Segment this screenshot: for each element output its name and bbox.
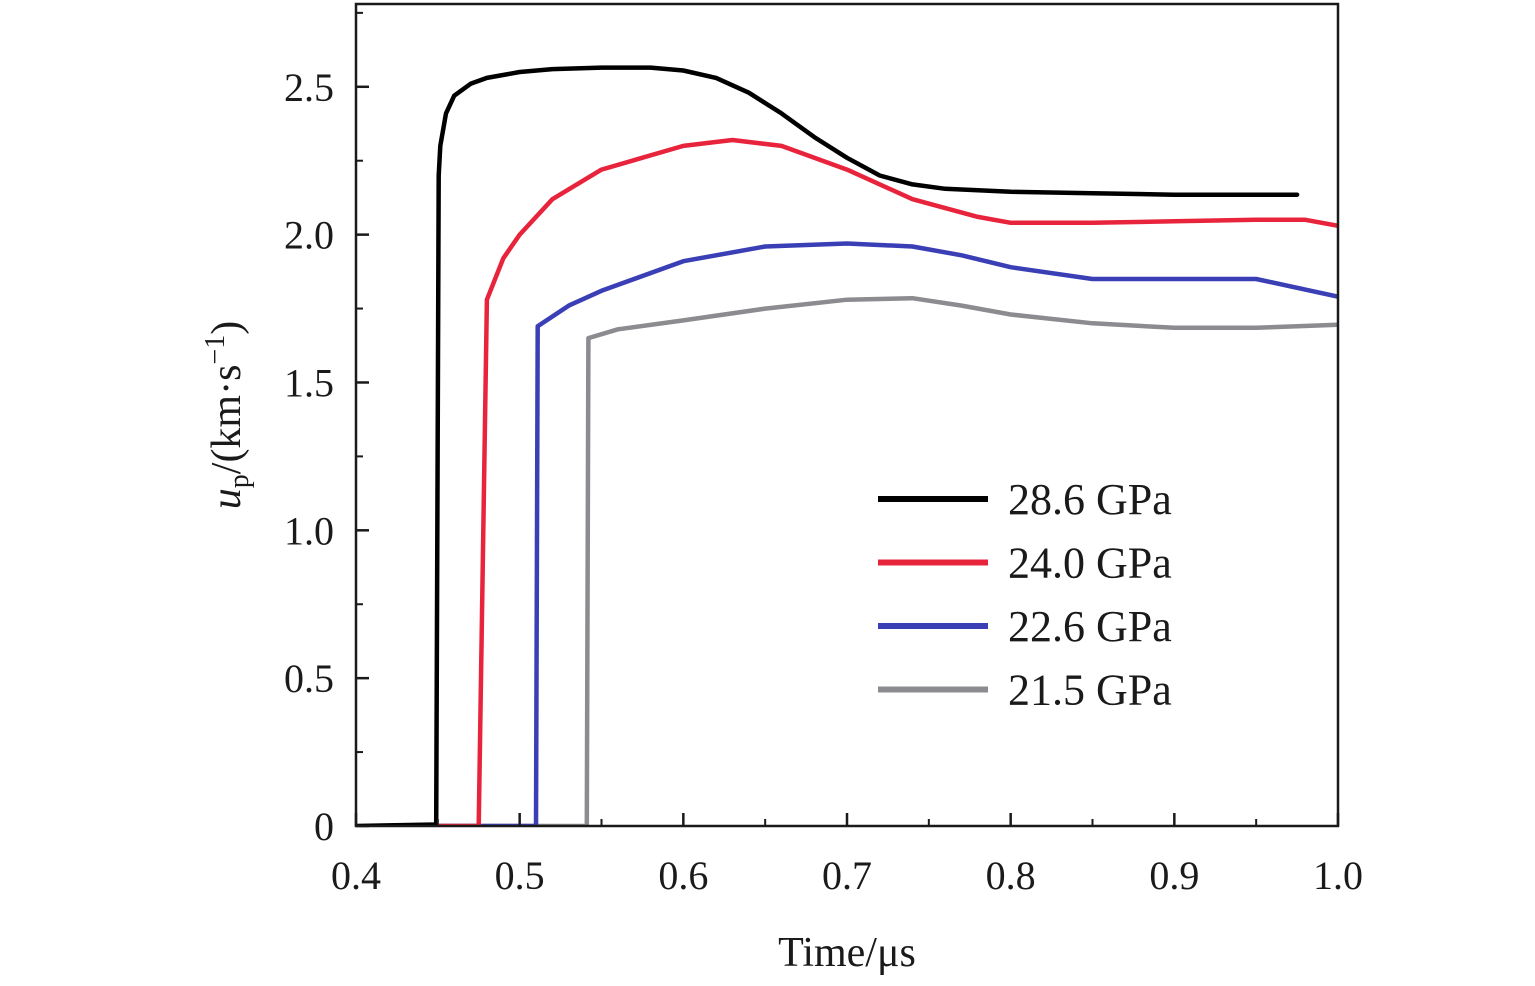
x-tick-label: 0.5 xyxy=(495,853,545,898)
y-axis-label: up/(km·s−1) xyxy=(200,321,255,509)
y-axis-label-sup: −1 xyxy=(200,335,231,365)
x-axis-label: Time/μs xyxy=(778,930,916,976)
series-layer xyxy=(356,65,1338,826)
series-line-28-6-gpa xyxy=(356,65,1300,826)
x-tick-label: 0.6 xyxy=(658,853,708,898)
y-tick-label: 2.5 xyxy=(284,65,334,110)
x-tick-label: 0.8 xyxy=(986,853,1036,898)
y-axis: 0 0.5 1.0 1.5 2.0 2.5 xyxy=(284,11,369,849)
x-tick-label: 1.0 xyxy=(1313,853,1363,898)
legend-label-24-0-gpa: 24.0 GPa xyxy=(1008,539,1172,588)
y-tick-label: 0 xyxy=(314,804,334,849)
y-tick-label: 2.0 xyxy=(284,213,334,258)
y-tick-label: 1.5 xyxy=(284,360,334,405)
x-axis: 0.4 0.5 0.6 0.7 0.8 0.9 1.0 xyxy=(331,813,1363,898)
x-tick-label: 0.7 xyxy=(822,853,872,898)
series-line-24-0-gpa xyxy=(435,137,1338,826)
x-tick-label: 0.9 xyxy=(1149,853,1199,898)
y-axis-label-close: ) xyxy=(204,321,250,335)
legend: 28.6 GPa 24.0 GPa 22.6 GPa 21.5 GPa xyxy=(878,475,1172,715)
series-line-22-6-gpa xyxy=(435,241,1338,826)
y-axis-label-sub: p xyxy=(224,474,255,488)
y-tick-label: 0.5 xyxy=(284,656,334,701)
y-axis-label-var: u xyxy=(204,488,250,509)
series-line-21-5-gpa xyxy=(435,295,1338,826)
legend-label-28-6-gpa: 28.6 GPa xyxy=(1008,475,1172,524)
plot-frame xyxy=(354,2,1340,828)
legend-label-22-6-gpa: 22.6 GPa xyxy=(1008,602,1172,651)
x-tick-label: 0.4 xyxy=(331,853,381,898)
legend-label-21-5-gpa: 21.5 GPa xyxy=(1008,666,1172,715)
y-tick-label: 1.0 xyxy=(284,508,334,553)
y-axis-label-units: /(km·s xyxy=(204,365,250,475)
